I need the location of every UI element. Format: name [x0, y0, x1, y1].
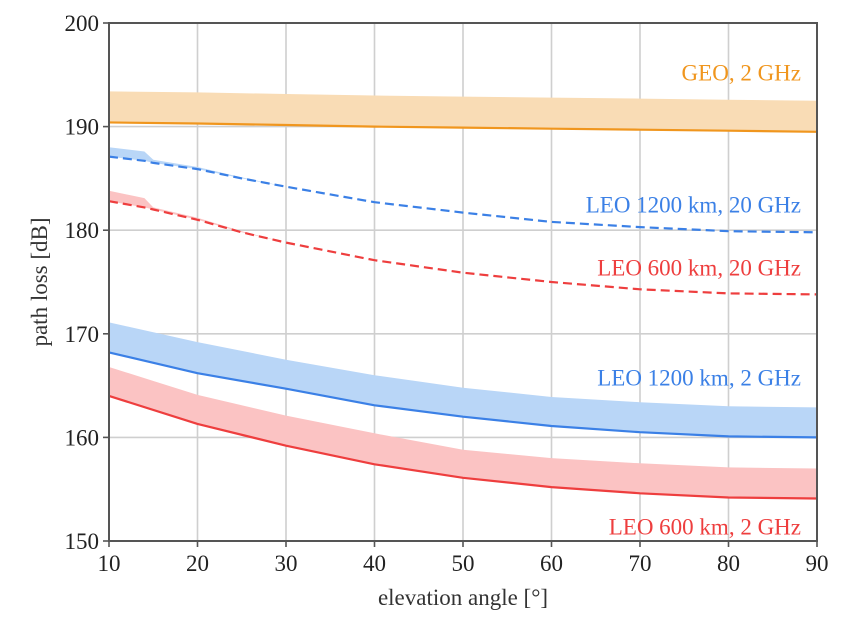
series-label: LEO 600 km, 2 GHz: [609, 514, 801, 539]
x-axis-label: elevation angle [°]: [378, 585, 548, 610]
axis-ticks: 10 20 30 40 50 60 70 80 90 150 160 170 180 190 200: [65, 11, 829, 576]
y-tick-label: 180: [65, 218, 100, 243]
y-tick-label: 200: [65, 11, 100, 36]
series-label: LEO 1200 km, 2 GHz: [597, 365, 801, 390]
x-tick-label: 10: [98, 551, 121, 576]
line-leo-1200-km-20-ghz: [108, 155, 818, 234]
y-axis-label: path loss [dB]: [27, 217, 52, 346]
x-tick-label: 90: [806, 551, 829, 576]
y-tick-label: 190: [65, 115, 100, 140]
x-tick-label: 20: [186, 551, 209, 576]
line-leo-600-km-20-ghz: [108, 200, 818, 296]
band-geo-2-ghz: [109, 91, 817, 132]
series-labels: GEO, 2 GHz LEO 1200 km, 20 GHz LEO 600 km,…: [586, 61, 801, 540]
band-leo-600-km-2-ghz: [109, 367, 817, 499]
x-tick-label: 30: [275, 551, 298, 576]
line-geo-2-ghz: [108, 121, 818, 133]
x-tick-label: 50: [452, 551, 475, 576]
y-tick-label: 160: [65, 425, 100, 450]
band-leo-1200-km-2-ghz: [109, 322, 817, 438]
series-label: LEO 1200 km, 20 GHz: [586, 192, 801, 217]
x-tick-label: 60: [540, 551, 563, 576]
line-leo-600-km-2-ghz: [108, 394, 818, 500]
series-label: LEO 600 km, 20 GHz: [597, 255, 801, 280]
y-tick-label: 170: [65, 322, 100, 347]
line-leo-1200-km-2-ghz: [108, 351, 818, 439]
x-tick-label: 40: [363, 551, 386, 576]
x-tick-label: 70: [629, 551, 652, 576]
y-tick-label: 150: [65, 529, 100, 554]
series-lines: [108, 121, 818, 500]
series-label: GEO, 2 GHz: [682, 61, 801, 86]
uncertainty-bands: [109, 91, 817, 499]
x-tick-label: 80: [717, 551, 740, 576]
